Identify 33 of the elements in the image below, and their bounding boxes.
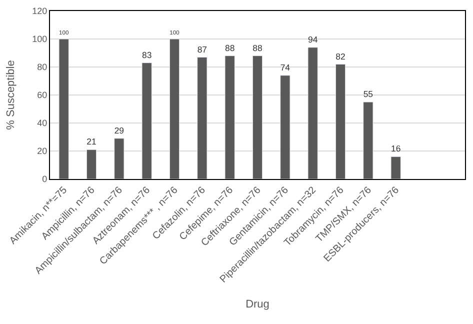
y-tick-label: 0: [42, 174, 48, 184]
data-label: 21: [86, 136, 96, 147]
bar: [142, 62, 152, 179]
bar: [280, 75, 290, 179]
bar: [197, 56, 208, 179]
bar: [224, 56, 235, 179]
data-label: 74: [280, 62, 290, 72]
data-label: 88: [252, 42, 262, 53]
x-axis-title: Drug: [246, 298, 270, 310]
data-label: 83: [142, 50, 152, 60]
bar: [86, 149, 97, 179]
bar: [169, 38, 180, 179]
y-tick-label: 60: [37, 90, 48, 100]
y-tick-label: 40: [37, 118, 48, 128]
data-label: 55: [363, 89, 374, 100]
data-label: 82: [336, 51, 346, 62]
bar: [58, 38, 69, 179]
y-axis-title: % Susceptible: [4, 60, 17, 130]
bar: [308, 47, 318, 179]
data-label: 29: [114, 125, 124, 136]
y-tick-label: 80: [37, 62, 48, 72]
y-tick-label: 100: [32, 34, 48, 44]
bar: [252, 56, 263, 179]
bar: [114, 138, 124, 179]
bar: [390, 156, 401, 179]
y-tick-label: 120: [32, 6, 48, 16]
data-label: 16: [390, 144, 401, 154]
bar: [363, 102, 374, 179]
data-label: 94: [308, 34, 318, 44]
y-tick-label: 20: [37, 146, 48, 156]
bar: [335, 64, 346, 179]
data-label: 88: [225, 42, 235, 53]
data-label: 87: [197, 44, 208, 54]
